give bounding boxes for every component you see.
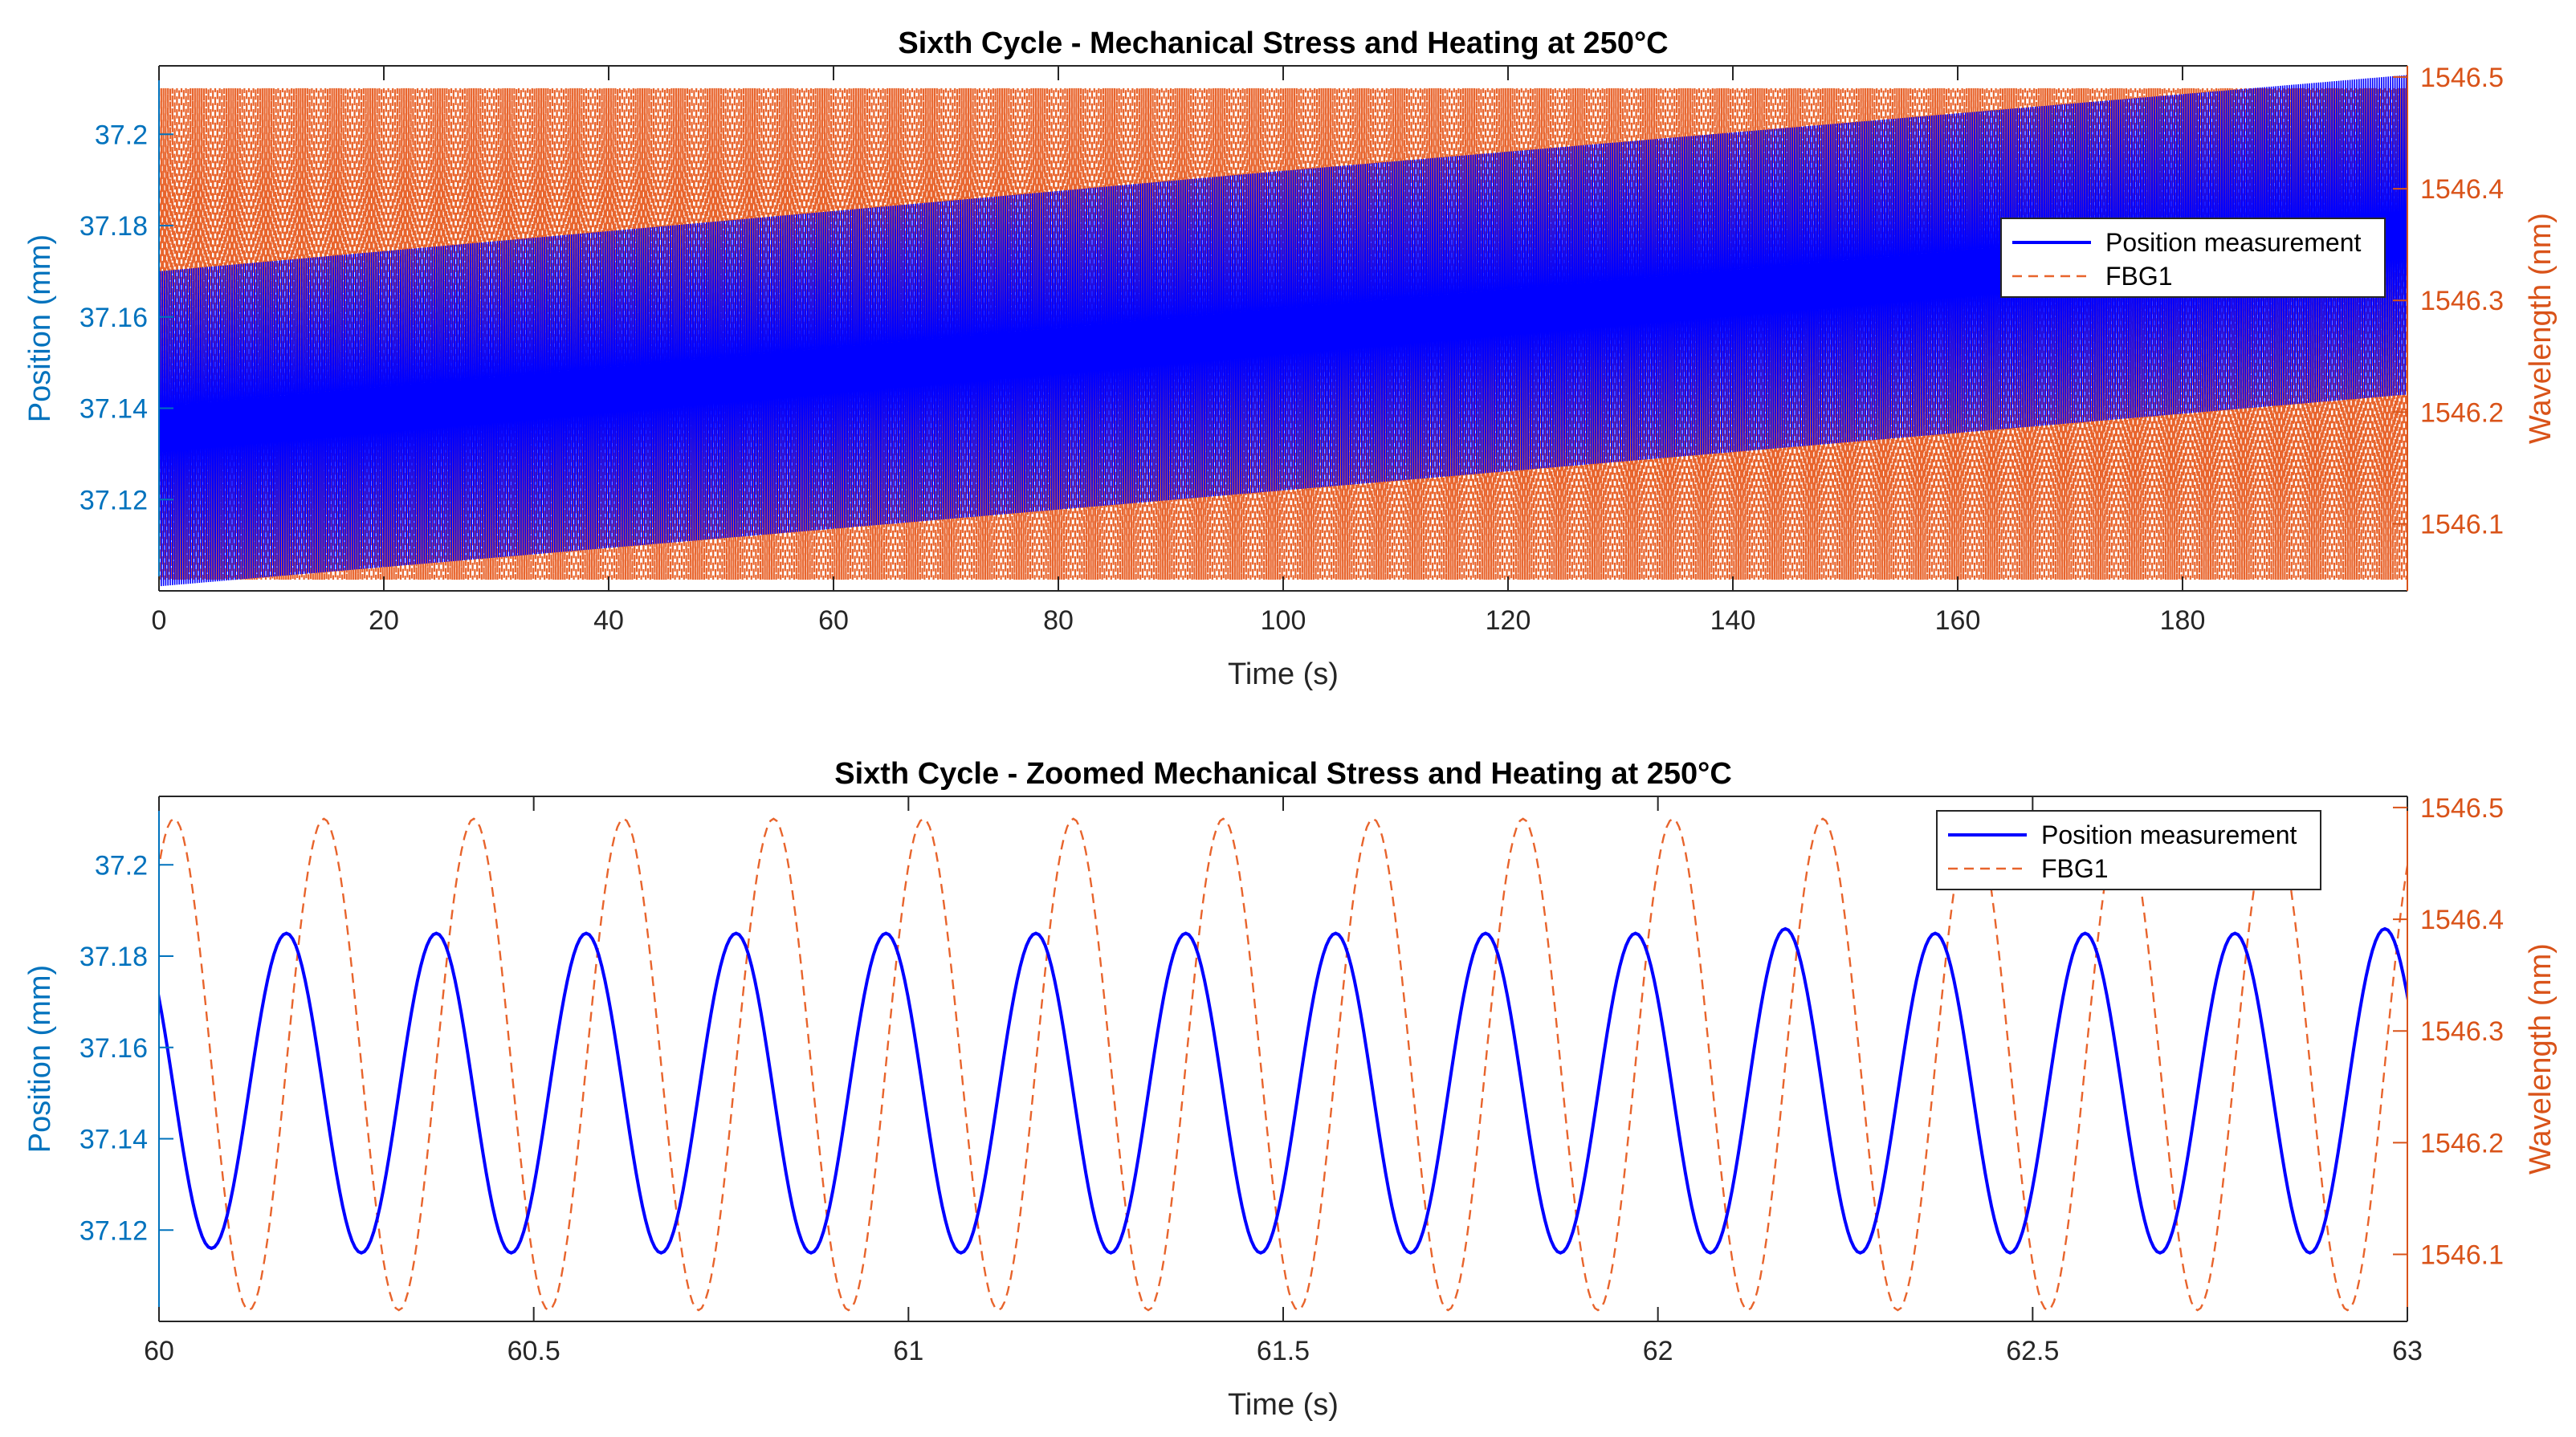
- legend: Position measurement FBG1: [1936, 810, 2321, 890]
- y-right-axis-label: Wavelength (nm): [2524, 943, 2558, 1174]
- x-tick-label: 180: [2160, 605, 2206, 636]
- y-left-axis-label: Position (mm): [23, 234, 57, 422]
- y-right-tick-label: 1546.2: [2420, 1128, 2504, 1158]
- x-tick-label: 61.5: [1257, 1336, 1310, 1366]
- x-tick-label: 20: [369, 605, 399, 636]
- y-right-tick-label: 1546.4: [2420, 174, 2504, 205]
- x-tick-label: 140: [1710, 605, 1756, 636]
- y-left-tick-label: 37.18: [79, 211, 148, 242]
- series-fbg1-line: [159, 817, 2407, 1312]
- legend-label-position: Position measurement: [2041, 820, 2297, 849]
- plot-lines: [159, 817, 2407, 1312]
- y-right-tick-label: 1546.1: [2420, 510, 2504, 540]
- x-tick-label: 60: [144, 1336, 174, 1366]
- y-right-tick-label: 1546.5: [2420, 793, 2504, 824]
- legend-label-position: Position measurement: [2105, 228, 2361, 257]
- x-tick-label: 61: [893, 1336, 923, 1366]
- chart-title: Sixth Cycle - Zoomed Mechanical Stress a…: [834, 757, 1732, 791]
- x-tick-label: 63: [2392, 1336, 2423, 1366]
- y-right-tick-label: 1546.3: [2420, 1016, 2504, 1047]
- y-left-tick-label: 37.16: [79, 1033, 148, 1064]
- y-left-tick-label: 37.2: [95, 120, 148, 150]
- x-tick-label: 62: [1643, 1336, 1673, 1366]
- legend-box: [2000, 218, 2386, 298]
- chart-title: Sixth Cycle - Mechanical Stress and Heat…: [898, 26, 1668, 60]
- y-left-tick-label: 37.16: [79, 303, 148, 333]
- y-right-tick-label: 1546.2: [2420, 397, 2504, 428]
- top-plot: 0 20 40 60 80 100 120 140 160 180 37.12 37.14 37.16 3…: [23, 26, 2558, 691]
- series-position-line: [159, 926, 2407, 1255]
- y-right-axis-label: Wavelength (nm): [2524, 213, 2558, 444]
- x-tick-label: 40: [593, 605, 624, 636]
- y-left-tick-label: 37.12: [79, 1215, 148, 1246]
- x-tick-label: 60: [818, 605, 849, 636]
- x-tick-label: 0: [152, 605, 167, 636]
- y-left-tick-label: 37.12: [79, 485, 148, 515]
- y-left-tick-label: 37.14: [79, 1125, 148, 1155]
- y-right-tick-label: 1546.4: [2420, 905, 2504, 935]
- y-left-tick-label: 37.18: [79, 942, 148, 972]
- x-tick-label: 100: [1261, 605, 1306, 636]
- series-position-line: [159, 75, 2407, 587]
- x-tick-label: 80: [1043, 605, 1074, 636]
- x-axis-label: Time (s): [1228, 1388, 1339, 1422]
- x-tick-label: 60.5: [507, 1336, 560, 1366]
- x-tick-label: 62.5: [2006, 1336, 2059, 1366]
- y-left-tick-label: 37.2: [95, 850, 148, 881]
- x-tick-label: 160: [1935, 605, 1981, 636]
- y-right-tick-label: 1546.3: [2420, 286, 2504, 316]
- y-left-axis-label: Position (mm): [23, 965, 57, 1153]
- x-axis-label: Time (s): [1228, 657, 1339, 691]
- x-tick-label: 120: [1486, 605, 1531, 636]
- legend-box: [1936, 810, 2321, 890]
- legend: Position measurement FBG1: [2000, 218, 2386, 298]
- y-right-tick-label: 1546.5: [2420, 63, 2504, 93]
- bottom-plot: 60 60.5 61 61.5 62 62.5 63 37.12 37.14 37.16 37.18…: [23, 757, 2558, 1422]
- plot-lines: [159, 75, 2407, 587]
- y-left-tick-label: 37.14: [79, 394, 148, 425]
- y-right-tick-label: 1546.1: [2420, 1240, 2504, 1271]
- legend-label-fbg1: FBG1: [2041, 854, 2109, 883]
- legend-label-fbg1: FBG1: [2105, 262, 2173, 291]
